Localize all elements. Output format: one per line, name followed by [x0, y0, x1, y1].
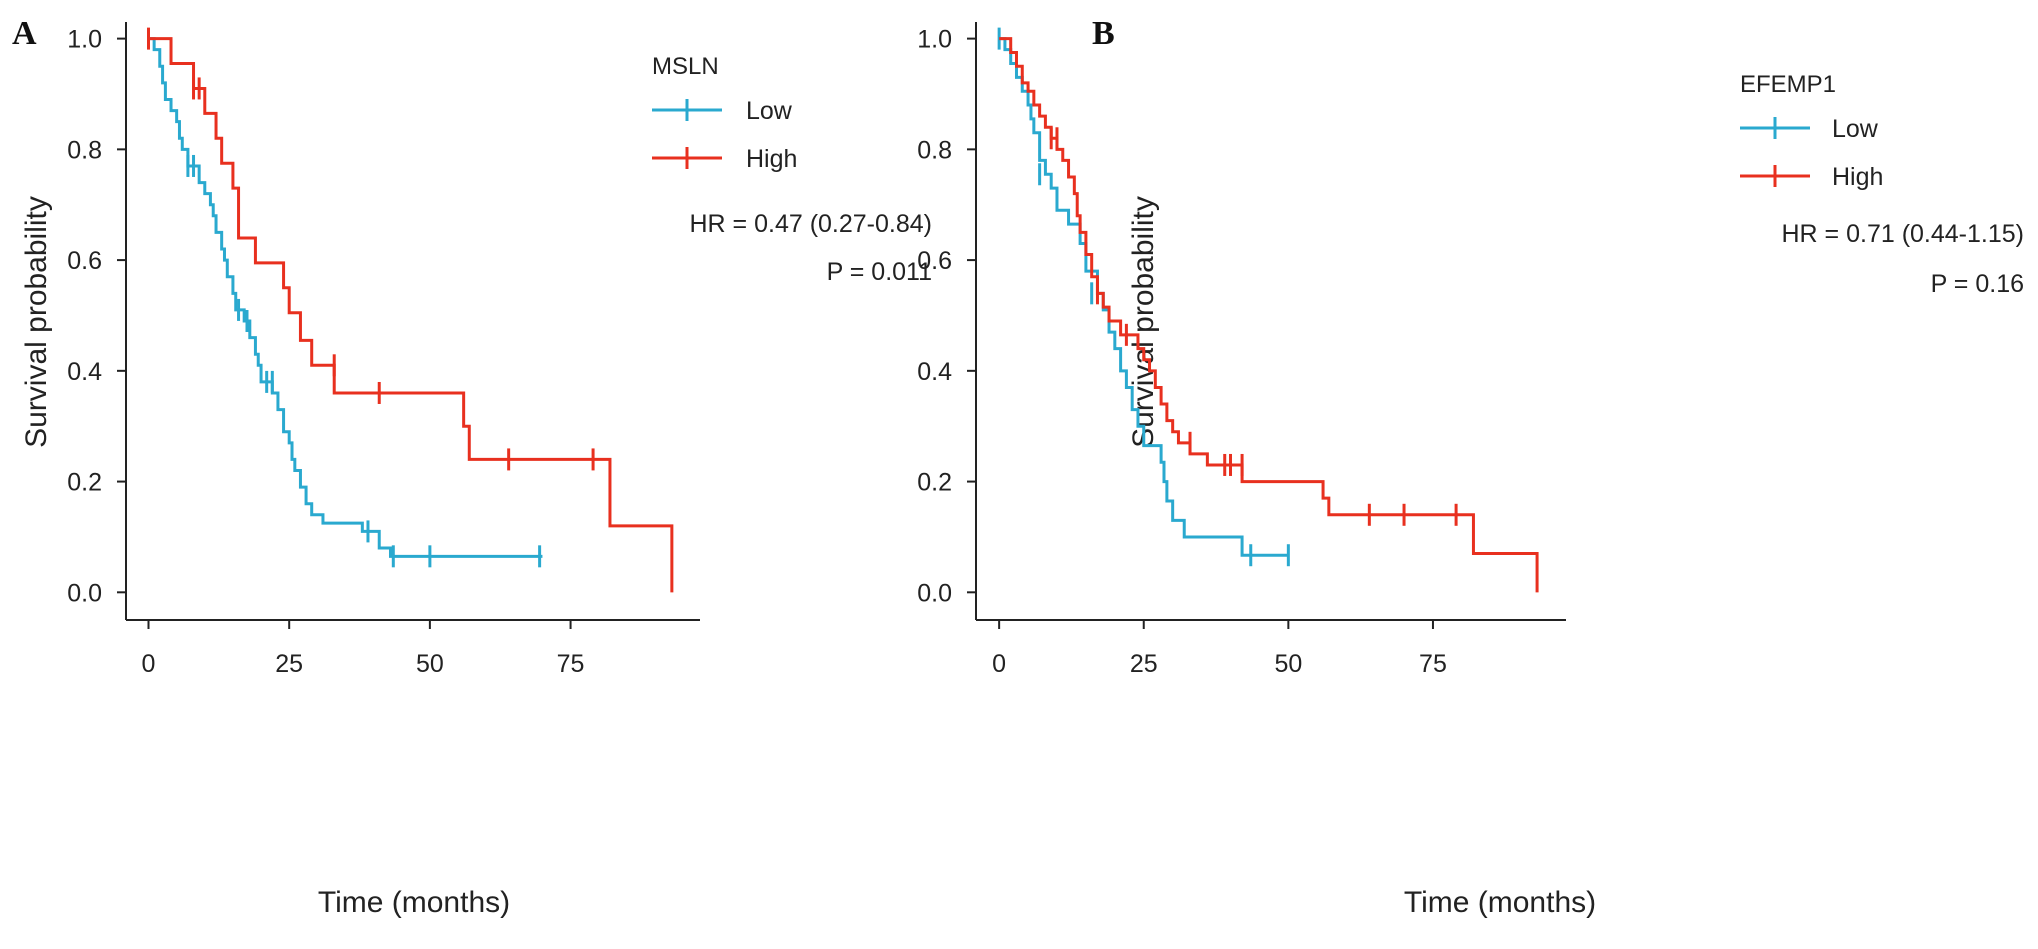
y-axis-title-a: Survival probability: [20, 196, 53, 448]
panel-label-a: A: [12, 15, 37, 52]
y-tick-label-b: 1.0: [917, 26, 952, 54]
legend-b: EFEMP1 Low High: [1740, 71, 1883, 191]
x-tick-label-a: 25: [275, 650, 303, 678]
y-tick-label-b: 0.8: [917, 136, 952, 164]
x-tick-label-b: 25: [1130, 650, 1158, 678]
y-tick-label-b: 0.2: [917, 469, 952, 497]
x-tick-label-b: 75: [1419, 650, 1447, 678]
km-curve-high-b: [999, 37, 1539, 593]
p-annotation-b: P = 0.16: [1931, 270, 2024, 298]
legend-label-low-b: Low: [1832, 115, 1879, 143]
y-tick-label-a: 0.4: [67, 358, 102, 386]
legend-label-high-a: High: [746, 145, 797, 173]
y-tick-label-b: 0.4: [917, 358, 952, 386]
legend-a: MSLN Low High: [652, 53, 797, 173]
y-tick-label-a: 0.0: [67, 579, 102, 607]
hr-annotation-b: HR = 0.71 (0.44-1.15): [1782, 220, 2025, 248]
y-tick-label-a: 1.0: [67, 26, 102, 54]
x-tick-label-b: 50: [1274, 650, 1302, 678]
legend-label-high-b: High: [1832, 163, 1883, 191]
panel-label-b: B: [1092, 15, 1115, 52]
km-curve-high-a: [148, 37, 674, 593]
y-tick-label-a: 0.6: [67, 247, 102, 275]
y-tick-label-b: 0.6: [917, 247, 952, 275]
y-tick-label-b: 0.0: [917, 579, 952, 607]
y-tick-label-a: 0.2: [67, 469, 102, 497]
panel-b: B Survival probability Time (months) EFE…: [917, 15, 2024, 919]
x-tick-label-a: 0: [142, 650, 156, 678]
x-tick-label-b: 0: [992, 650, 1006, 678]
x-tick-label-a: 50: [416, 650, 444, 678]
panel-a: A Survival probability Time (months) MSL…: [12, 15, 932, 919]
legend-title-a: MSLN: [652, 53, 719, 80]
y-tick-label-a: 0.8: [67, 136, 102, 164]
p-annotation-a: P = 0.011: [827, 258, 932, 286]
km-curve-low-a: [148, 37, 543, 558]
x-tick-label-a: 75: [557, 650, 585, 678]
x-axis-title-a: Time (months): [318, 886, 510, 919]
legend-label-low-a: Low: [746, 97, 793, 125]
legend-title-b: EFEMP1: [1740, 71, 1836, 98]
x-axis-title-b: Time (months): [1404, 886, 1596, 919]
hr-annotation-a: HR = 0.47 (0.27-0.84): [690, 210, 933, 238]
